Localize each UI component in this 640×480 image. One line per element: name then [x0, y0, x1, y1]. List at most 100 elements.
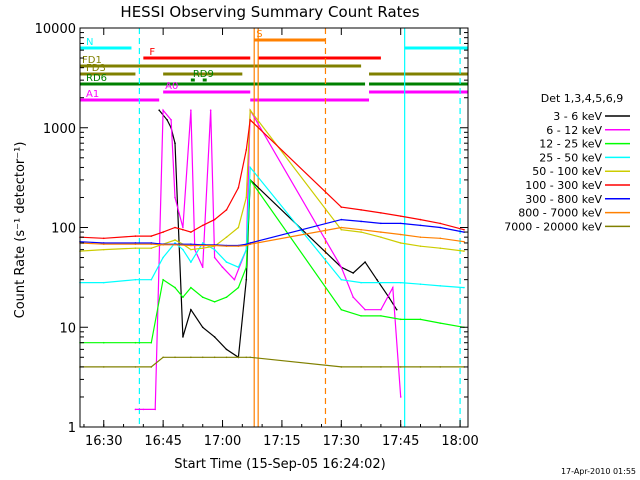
- series-line-800-7000-kev: [79, 226, 465, 247]
- data-point: [439, 285, 442, 287]
- data-point: [249, 356, 252, 359]
- data-point: [150, 235, 153, 237]
- legend-label-800-7000-kev: 800 - 7000 keV: [518, 207, 602, 220]
- data-point: [391, 286, 394, 289]
- data-point: [237, 187, 240, 189]
- data-point: [399, 242, 402, 244]
- data-point: [395, 308, 398, 311]
- data-point: [154, 408, 157, 411]
- data-point: [340, 228, 343, 231]
- legend-label-50-100-kev: 50 - 100 keV: [532, 165, 602, 178]
- data-point: [142, 408, 145, 411]
- data-point: [150, 247, 153, 250]
- data-point: [225, 296, 228, 299]
- data-point: [249, 119, 252, 121]
- data-point: [201, 326, 204, 329]
- footer-timestamp: 17-Apr-2010 01:55: [561, 467, 636, 476]
- data-point: [439, 226, 442, 229]
- data-point: [221, 266, 224, 268]
- data-point: [182, 248, 184, 251]
- data-point: [150, 366, 153, 368]
- data-point: [162, 109, 164, 111]
- series-line-6-12-kev: [135, 108, 402, 410]
- data-point: [360, 366, 362, 368]
- x-tick-label: 17:00: [204, 434, 241, 449]
- x-tick-label: 17:45: [382, 434, 419, 449]
- series-line-7000-20000-kev: [80, 356, 464, 368]
- data-point: [340, 366, 343, 368]
- data-point: [182, 226, 184, 229]
- x-tick-label: 17:30: [323, 434, 360, 449]
- data-point: [380, 281, 382, 284]
- data-point: [182, 228, 184, 231]
- data-point: [102, 281, 105, 284]
- data-point: [463, 240, 465, 243]
- flag-label-fd1: FD1: [82, 55, 102, 66]
- legend-label-25-50-kev: 25 - 50 keV: [539, 151, 602, 164]
- data-point: [245, 266, 248, 268]
- data-point: [237, 356, 240, 359]
- data-point: [237, 245, 240, 247]
- data-point: [102, 366, 105, 368]
- data-point: [399, 318, 402, 321]
- data-point: [360, 220, 362, 223]
- flag-label-f: F: [149, 47, 155, 58]
- x-tick-label: 16:30: [85, 434, 122, 449]
- data-point: [245, 244, 248, 247]
- data-point: [364, 261, 366, 263]
- data-point: [419, 283, 422, 286]
- x-tick-label: 17:15: [263, 434, 300, 449]
- data-point: [439, 237, 442, 240]
- data-point: [249, 243, 252, 246]
- data-point: [170, 119, 172, 121]
- data-point: [380, 236, 382, 238]
- data-point: [419, 236, 422, 238]
- data-point: [162, 244, 164, 246]
- data-point: [463, 228, 465, 231]
- data-point: [225, 261, 228, 263]
- data-point: [162, 256, 164, 259]
- chart-title: HESSI Observing Summary Count Rates: [120, 3, 419, 21]
- y-axis-label: Count Rate (s⁻¹ detector⁻¹): [13, 142, 28, 319]
- y-tick-label: 10: [59, 321, 76, 336]
- data-point: [174, 226, 176, 229]
- data-point: [233, 278, 236, 281]
- data-point: [340, 308, 343, 311]
- data-point: [174, 142, 176, 145]
- data-point: [419, 366, 422, 368]
- data-point: [463, 286, 465, 289]
- data-point: [352, 272, 354, 274]
- flag-label-rd6: RD6: [86, 73, 107, 84]
- y-tick-label: 1: [68, 421, 76, 436]
- data-point: [399, 215, 402, 217]
- data-point: [340, 278, 343, 281]
- data-point: [439, 322, 442, 324]
- data-point: [340, 206, 343, 208]
- data-point: [360, 281, 362, 284]
- data-point: [380, 315, 382, 317]
- data-point: [245, 149, 248, 151]
- data-point: [102, 243, 105, 246]
- data-point: [190, 261, 192, 263]
- data-point: [166, 119, 168, 121]
- data-point: [360, 228, 362, 231]
- data-point: [399, 281, 402, 284]
- y-tick-label: 1000: [43, 122, 76, 137]
- data-point: [190, 356, 192, 359]
- data-point: [201, 244, 204, 247]
- data-point: [150, 242, 153, 244]
- data-point: [463, 250, 465, 252]
- data-point: [190, 308, 192, 311]
- data-point: [102, 237, 105, 240]
- data-point: [340, 218, 343, 221]
- data-point: [364, 308, 366, 311]
- data-point: [134, 366, 137, 368]
- legend-title: Det 1,3,4,5,6,9: [541, 92, 624, 105]
- data-point: [340, 226, 343, 229]
- data-point: [162, 356, 164, 359]
- data-point: [213, 218, 216, 221]
- legend-label-6-12-kev: 6 - 12 keV: [546, 124, 602, 137]
- data-point: [380, 212, 382, 214]
- flag-label-n: N: [86, 37, 93, 48]
